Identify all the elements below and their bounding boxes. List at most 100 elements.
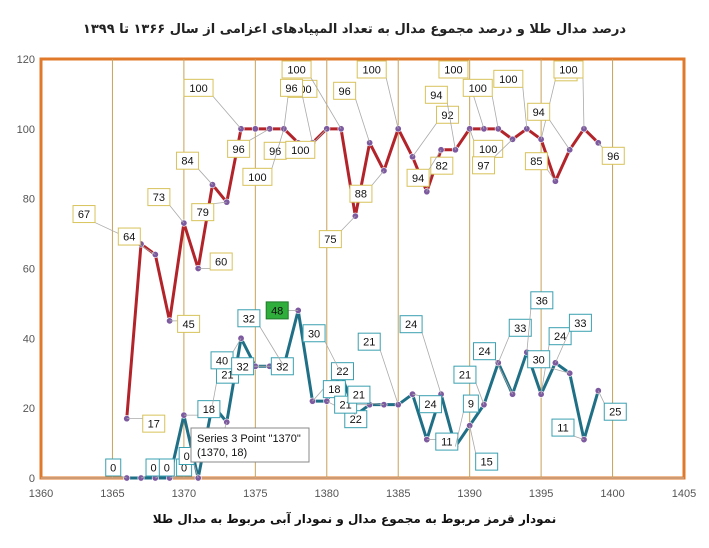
blue-data-label-box <box>302 324 326 343</box>
red-data-label: 60 <box>215 257 227 269</box>
blue-data-label: 21 <box>353 390 365 402</box>
red-data-label: 100 <box>469 83 487 95</box>
red-leader-line <box>597 142 603 148</box>
tooltip-title: Series 3 Point "1370" <box>197 433 301 445</box>
chart-footer: نمودار قرمز مربوط به مجموع مدال و نمودار… <box>152 512 557 526</box>
blue-data-label-box <box>330 362 354 381</box>
red-data-label: 96 <box>285 83 297 95</box>
red-data-label: 82 <box>436 161 448 173</box>
blue-leader-line <box>597 390 605 404</box>
blue-data-label: 9 <box>468 399 474 411</box>
red-data-label: 75 <box>324 234 336 246</box>
red-leader-line <box>249 128 270 141</box>
red-data-label-box <box>177 314 201 333</box>
blue-data-label-box <box>473 342 497 361</box>
red-leader-line <box>310 77 342 130</box>
blue-data-label: 15 <box>481 457 493 469</box>
red-leader-line <box>412 123 437 157</box>
chart-title: درصد مدال طلا و درصد مجموع مدال به تعداد… <box>82 22 627 37</box>
blue-leader-line <box>497 336 510 363</box>
blue-data-label-box <box>508 318 532 337</box>
tooltip-value: (1370, 18) <box>197 447 247 459</box>
red-data-label: 96 <box>607 151 619 163</box>
blue-data-label: 11 <box>441 437 452 449</box>
blue-data-label-box <box>419 395 443 414</box>
blue-data-label: 21 <box>363 337 375 349</box>
blue-leader-line <box>573 435 585 440</box>
blue-leader-line <box>495 359 513 395</box>
red-data-label: 45 <box>182 319 194 331</box>
red-data-label: 100 <box>479 144 497 156</box>
blue-data-label-box <box>270 357 294 376</box>
red-data-label: 17 <box>148 419 160 431</box>
y-tick-label: 0 <box>29 473 35 485</box>
x-tick-label: 1385 <box>386 488 410 500</box>
blue-data-label-box <box>568 313 592 332</box>
red-data-label-box <box>209 252 233 271</box>
red-leader-line <box>522 87 528 129</box>
blue-data-label: 0 <box>181 463 187 475</box>
red-data-label: 79 <box>197 207 209 219</box>
blue-data-label-box <box>347 385 371 404</box>
blue-data-label-box <box>435 432 459 451</box>
red-leader-line <box>283 97 289 129</box>
blue-leader-line <box>369 402 384 406</box>
red-leader-line <box>547 169 556 182</box>
red-line <box>125 127 600 419</box>
red-leader-line <box>271 128 285 169</box>
red-data-label: 100 <box>444 65 462 77</box>
blue-data-label: 33 <box>574 318 586 330</box>
red-data-label: 100 <box>559 65 577 77</box>
blue-data-label-box <box>197 400 221 419</box>
red-point <box>466 125 474 133</box>
red-data-label: 88 <box>355 189 367 201</box>
blue-leader-line <box>324 341 342 374</box>
red-data-label-box <box>349 184 373 203</box>
red-data-label-box <box>142 414 166 433</box>
red-data-label-box <box>281 60 312 79</box>
blue-data-label: 21 <box>459 370 471 382</box>
red-leader-line <box>314 128 328 142</box>
red-data-label-box <box>72 205 96 224</box>
blue-leader-line <box>193 464 199 479</box>
blue-data-label: 24 <box>478 346 490 358</box>
blue-leader-line <box>555 331 570 363</box>
blue-data-label: 48 <box>271 305 283 317</box>
blue-data-label: 36 <box>536 295 548 307</box>
red-data-label-box <box>356 60 387 79</box>
blue-leader-line <box>140 475 147 479</box>
red-data-label-box <box>191 203 215 222</box>
blue-data-label-box <box>237 309 261 328</box>
red-leader-line <box>371 170 385 186</box>
x-tick-label: 1405 <box>672 488 696 500</box>
blue-point <box>323 397 331 405</box>
red-point <box>251 125 259 133</box>
blue-leader-line <box>469 425 477 454</box>
red-data-label-box <box>553 60 584 79</box>
red-leader-line <box>169 205 185 224</box>
red-data-label-box <box>117 227 141 246</box>
x-tick-label: 1360 <box>29 488 53 500</box>
red-leader-line <box>355 99 371 143</box>
red-data-label: 100 <box>248 172 266 184</box>
blue-data-label: 18 <box>203 404 215 416</box>
red-leader-line <box>341 215 356 231</box>
blue-data-label: 0 <box>164 463 170 475</box>
blue-data-label: 32 <box>276 361 288 373</box>
blue-data-label-box <box>357 332 381 351</box>
blue-data-label: 0 <box>184 451 190 463</box>
blue-leader-line <box>259 326 285 367</box>
blue-data-label-box <box>399 315 423 334</box>
red-data-label-box <box>183 78 214 97</box>
red-leader-line <box>385 77 399 129</box>
red-leader-line <box>446 103 456 150</box>
blue-data-label: 22 <box>350 414 362 426</box>
blue-data-label-box <box>265 301 289 320</box>
blue-leader-line <box>379 350 399 405</box>
blue-leader-line <box>155 475 160 479</box>
red-data-label-box <box>527 102 551 121</box>
blue-data-label: 32 <box>243 313 255 325</box>
x-tick-label: 1375 <box>243 488 267 500</box>
red-data-label: 85 <box>530 156 542 168</box>
